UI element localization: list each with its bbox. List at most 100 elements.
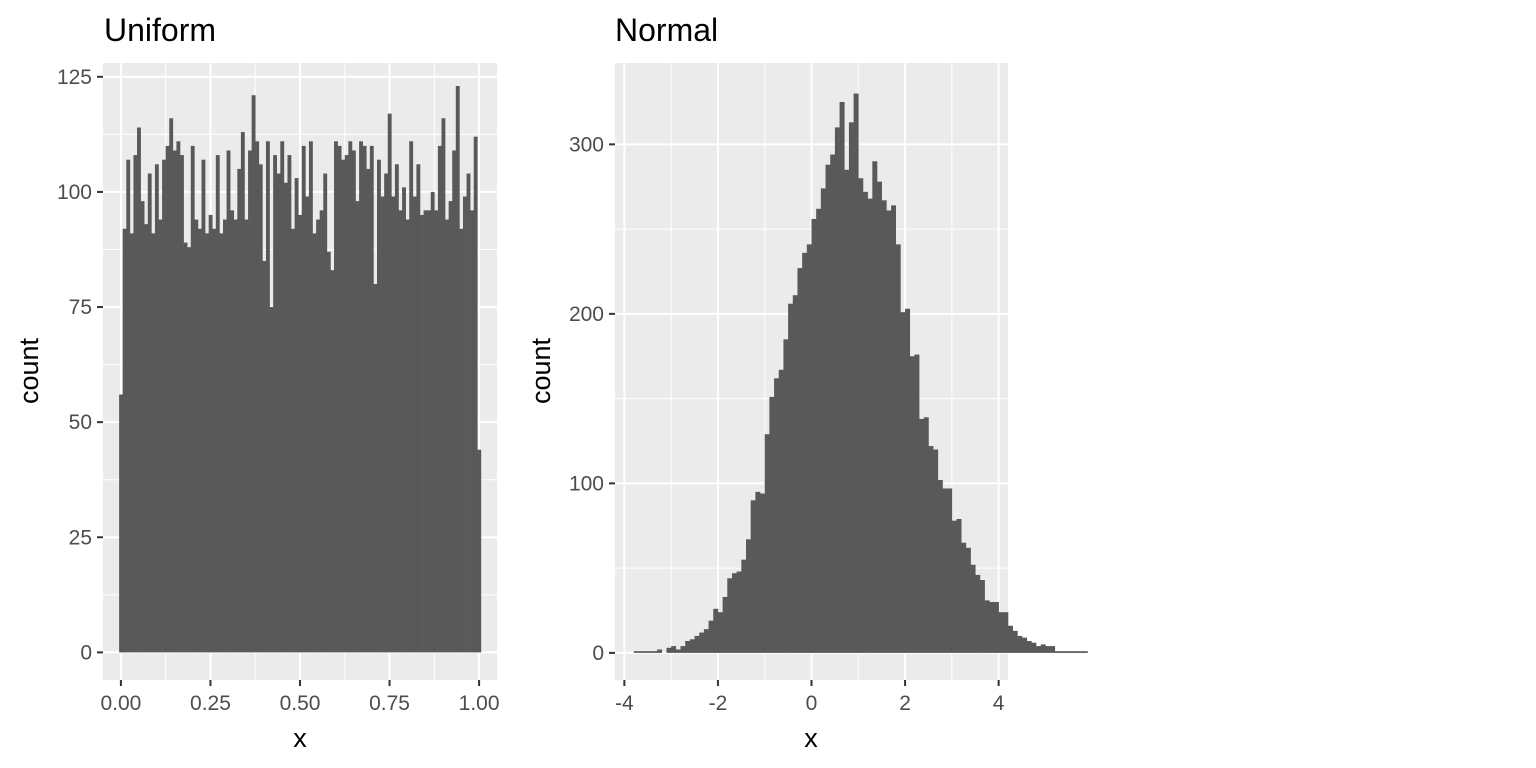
histogram-bar [933,449,939,653]
histogram-bar [441,118,446,653]
histogram-bar [308,141,313,653]
histogram-bar [183,242,188,653]
histogram-bar [741,559,747,653]
x-tick-label: 4 [993,692,1005,715]
x-axis: -4 -2 0 2 4 [615,680,1005,715]
y-tick-label: 75 [69,296,92,319]
histogram-bar [1045,646,1051,653]
histogram-bar [1026,641,1032,653]
histogram-bar [373,284,378,653]
y-tick-label: 0 [80,641,92,664]
y-axis: 0 100 200 300 [569,133,615,665]
histogram-bar [122,228,127,653]
histogram-bar [162,159,166,653]
histogram-bar [477,449,482,653]
histogram-bar [180,155,184,653]
histogram-bar [233,219,238,653]
histogram-bar [1064,651,1070,653]
histogram-bar [806,244,812,653]
x-tick-label: -2 [709,692,728,715]
histogram-bar [366,168,371,653]
histogram-bar [713,608,719,653]
histogram-bar [462,196,467,653]
histogram-bar [334,141,338,653]
histogram-bar [736,571,742,653]
histogram-bar [703,629,709,653]
histogram-bar [348,141,353,653]
histogram-bar [872,161,878,653]
histogram-bar [1017,635,1023,653]
histogram-bar [473,136,478,653]
histogram-bar [147,173,152,653]
histogram-bar [351,150,356,653]
histogram-bar [197,228,202,653]
histogram-bar [769,396,775,653]
histogram-bar [970,564,976,653]
histogram-bar [126,159,131,653]
histogram-bar [222,219,227,653]
x-axis-label: x [293,723,307,753]
histogram-bar [341,159,346,653]
histogram-bar [219,233,224,653]
histogram-bar [834,127,840,653]
histogram-bar [176,141,181,653]
histogram-bar [802,252,808,653]
histogram-bar [391,196,396,653]
histogram-bar [1068,651,1074,653]
histogram-bar [262,260,267,653]
histogram-bar [848,122,854,653]
histogram-bar [448,201,453,653]
y-axis-label: count [526,337,556,404]
histogram-bar [380,196,385,653]
histogram-bar [230,210,235,653]
histogram-bar [165,145,170,653]
histogram-bar [909,356,915,653]
histogram-bar [647,651,653,653]
histogram-bar [452,150,457,653]
histogram-bar [280,141,285,653]
histogram-bar [362,145,367,653]
histogram-bar [226,150,231,653]
histogram-bar [187,247,192,653]
histogram-bar [689,639,695,653]
histogram-bar [319,210,324,653]
histogram-bar [459,228,464,653]
histogram-bar [455,86,460,653]
histogram-bar [928,446,934,653]
x-tick-label: 0.50 [280,692,321,715]
histogram-bar [301,145,306,653]
histogram-bar [215,155,220,653]
histogram-bar [727,578,733,653]
normal-histogram: Normal 0 100 200 300 -4 -2 0 2 4 x count [526,12,1088,753]
histogram-bar [384,173,389,653]
histogram-bar [1073,651,1079,653]
histogram-bar [419,214,424,653]
histogram-bar [330,270,335,653]
histogram-bar [816,208,822,653]
histogram-bar [248,150,252,653]
histogram-bar [984,600,990,653]
histogram-bar [998,612,1004,653]
histogram-bar [652,651,658,653]
histogram-bar [685,641,691,653]
histogram-bar [326,251,331,653]
histogram-bar [298,214,303,653]
histogram-bar [287,155,292,653]
histogram-bar [947,488,953,653]
histogram-bar [316,219,320,653]
histogram-bar [844,169,850,653]
histogram-bar [265,141,270,653]
histogram-bar [466,173,471,653]
histogram-bar [151,233,156,653]
histogram-bar [169,118,174,653]
y-tick-label: 0 [592,642,604,665]
histogram-bar [190,145,195,653]
histogram-bar [355,201,360,653]
histogram-bar [717,612,723,653]
histogram-bar [989,602,995,653]
histogram-bar [1022,637,1028,653]
histogram-bar [862,191,868,653]
histogram-bar [237,168,242,653]
histogram-bar [891,205,897,653]
histogram-bar [675,649,681,653]
